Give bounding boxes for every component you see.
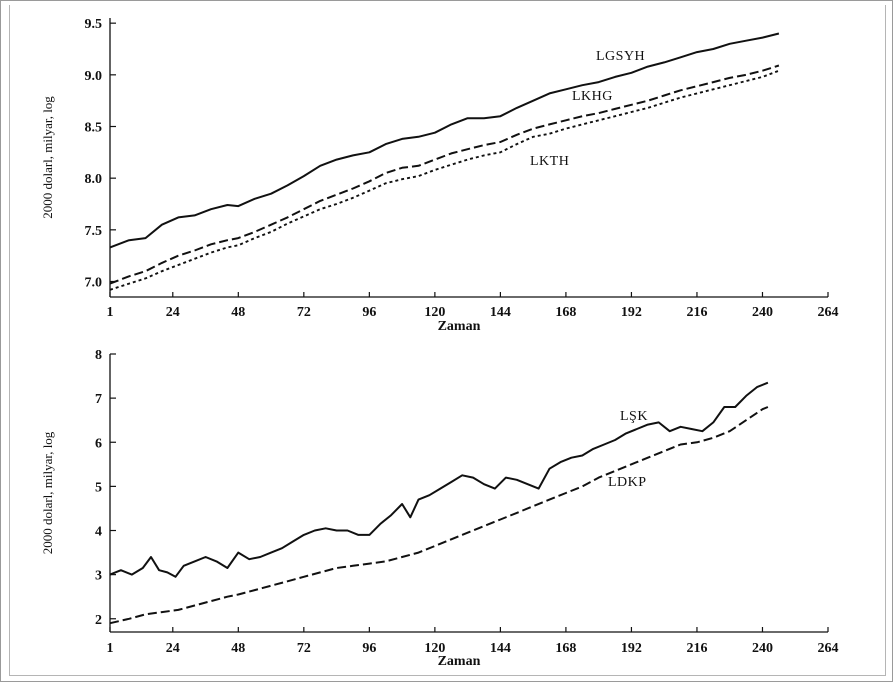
y-tick-label: 7.5 xyxy=(85,224,103,239)
y-tick-label: 3 xyxy=(95,569,102,584)
chart-panel-1: 7.0 7.5 8.0 8.5 9.0 9.5 1 24 48 72 96 120 144 168 192 2… xyxy=(40,17,839,334)
y-axis-title: 2000 dolarl, milyar, log xyxy=(40,96,55,219)
x-tick-label: 72 xyxy=(297,641,311,656)
x-tick-label: 192 xyxy=(621,641,642,656)
series-label-lgsyh: LGSYH xyxy=(596,49,645,64)
x-axis-title: Zaman xyxy=(438,654,481,669)
x-tick-label: 264 xyxy=(818,305,839,320)
x-tick-label: 1 xyxy=(107,641,114,656)
y-tick-label: 8 xyxy=(95,348,102,363)
x-tick-label: 168 xyxy=(555,641,576,656)
y-tick-label: 7 xyxy=(95,392,102,407)
x-tick-label: 264 xyxy=(818,641,839,656)
x-tick-label: 120 xyxy=(424,641,445,656)
series-line-ldkp xyxy=(109,406,769,625)
series-line-lkhg xyxy=(109,64,780,285)
x-tick-label: 24 xyxy=(166,305,180,320)
x-axis-title: Zaman xyxy=(438,319,481,334)
series-label-lkhg: LKHG xyxy=(572,89,613,104)
series-label-lşk: LŞK xyxy=(620,409,648,424)
series-line-lşk xyxy=(109,381,769,578)
y-tick-label: 5 xyxy=(95,480,102,495)
y-axis-title: 2000 dolarl, milyar, log xyxy=(40,431,55,554)
x-tick-label: 48 xyxy=(231,641,245,656)
x-tick-label: 1 xyxy=(107,305,114,320)
x-tick-label: 192 xyxy=(621,305,642,320)
y-tick-label: 8.5 xyxy=(85,121,103,136)
x-tick-label: 48 xyxy=(231,305,245,320)
x-tick-label: 96 xyxy=(362,305,376,320)
x-tick-label: 240 xyxy=(752,305,773,320)
chart-panel-2: 2 3 4 5 6 7 8 1 24 48 72 96 120 144 168 192 216 240 264 Zam… xyxy=(40,348,839,669)
x-tick-label: 72 xyxy=(297,305,311,320)
x-tick-label: 216 xyxy=(686,305,707,320)
x-tick-label: 216 xyxy=(686,641,707,656)
y-tick-label: 8.0 xyxy=(85,172,103,187)
y-tick-label: 9.0 xyxy=(85,69,103,84)
y-tick-label: 7.0 xyxy=(85,276,103,291)
series-line-lgsyh xyxy=(109,32,780,249)
x-tick-label: 168 xyxy=(555,305,576,320)
series-line-lkth xyxy=(109,69,780,291)
x-tick-label: 144 xyxy=(490,641,511,656)
y-tick-label: 2 xyxy=(95,613,102,628)
figure-inner-border xyxy=(9,5,886,676)
x-tick-label: 96 xyxy=(362,641,376,656)
x-tick-label: 240 xyxy=(752,641,773,656)
series-label-ldkp: LDKP xyxy=(608,475,647,490)
y-tick-label: 6 xyxy=(95,436,102,451)
series-label-lkth: LKTH xyxy=(530,154,569,169)
x-tick-label: 120 xyxy=(424,305,445,320)
y-tick-label: 4 xyxy=(95,525,102,540)
x-tick-label: 24 xyxy=(166,641,180,656)
y-tick-label: 9.5 xyxy=(85,17,103,32)
x-tick-label: 144 xyxy=(490,305,511,320)
